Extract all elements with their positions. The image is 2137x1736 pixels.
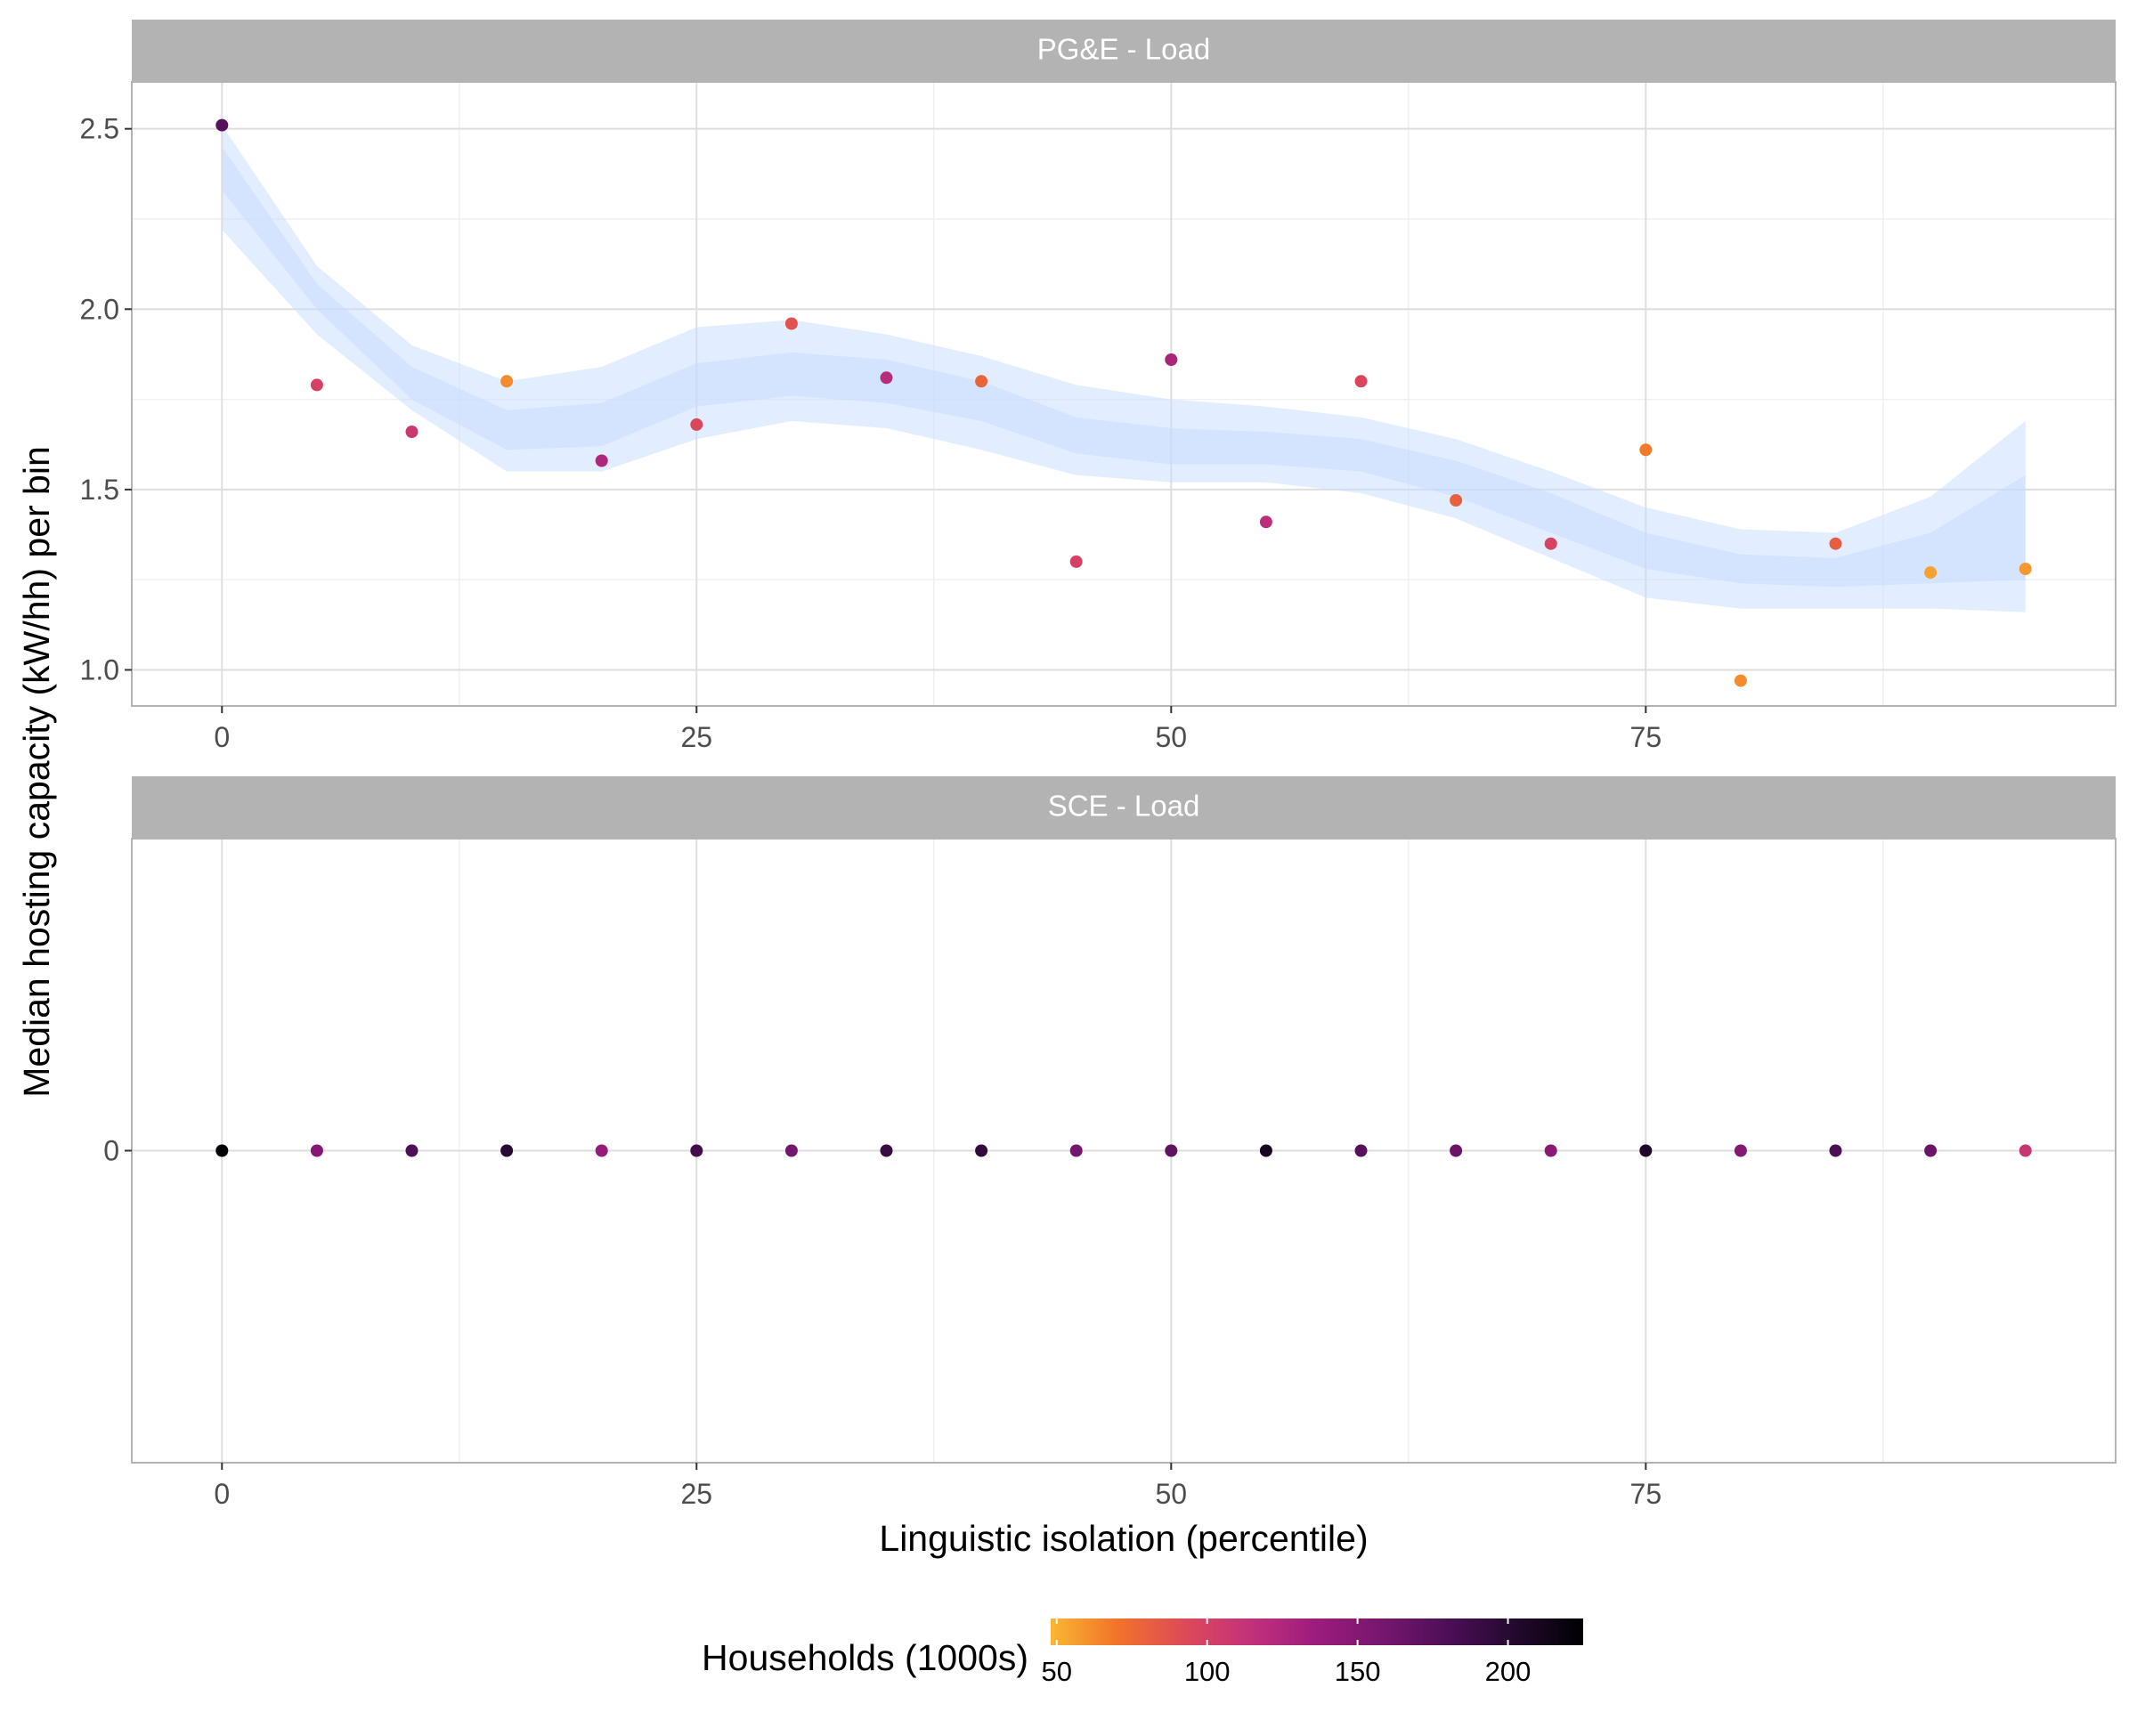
- data-point: [310, 1144, 323, 1157]
- data-point: [1165, 1144, 1178, 1157]
- data-point: [1734, 1144, 1747, 1157]
- x-tick-label: 0: [214, 721, 230, 753]
- colorbar-tick-label: 150: [1335, 1656, 1381, 1687]
- y-tick-label: 1.0: [80, 653, 119, 685]
- strip-label: SCE - Load: [1048, 790, 1200, 823]
- data-point: [1259, 515, 1272, 529]
- colorbar: [1051, 1618, 1583, 1645]
- data-point: [1165, 353, 1178, 366]
- panel-border: [131, 81, 2117, 707]
- x-axis-ticks: 0 25 50 75: [214, 1463, 1662, 1510]
- strip-background: [132, 20, 2116, 82]
- strip-label: PG&E - Load: [1037, 33, 1210, 66]
- colorbar-ticks: 50 100 150 200: [1042, 1618, 1532, 1687]
- data-point: [405, 426, 418, 438]
- y-tick-label: 1.5: [80, 474, 119, 506]
- y-axis-ticks: 0: [103, 1135, 132, 1167]
- smooth-bands: [222, 125, 2026, 612]
- y-tick-label: 0: [103, 1135, 119, 1167]
- data-point: [1544, 537, 1557, 550]
- data-point: [500, 1144, 514, 1157]
- data-point: [1450, 1144, 1463, 1157]
- data-point: [1069, 555, 1083, 568]
- colorbar-tick-label: 50: [1042, 1656, 1072, 1687]
- panel-pge-load: PG&E - Load 1.0 1.5 2.0 2.5 0 25 50 75: [80, 20, 2117, 753]
- x-axis-ticks: 0 25 50 75: [214, 706, 1662, 753]
- data-point: [880, 1144, 893, 1157]
- colorbar-tick-label: 100: [1184, 1656, 1231, 1687]
- data-point: [2019, 563, 2032, 575]
- data-point: [1544, 1144, 1557, 1157]
- colorbar-tick-label: 200: [1485, 1656, 1532, 1687]
- data-point: [1924, 1144, 1938, 1157]
- confidence-band-outer: [222, 125, 2026, 612]
- x-tick-label: 25: [680, 721, 712, 753]
- data-point: [1829, 1144, 1842, 1157]
- data-point: [595, 454, 608, 467]
- data-point: [1924, 566, 1938, 580]
- data-points: [215, 1144, 2032, 1157]
- major-gridlines: [132, 839, 2116, 1463]
- data-point: [690, 418, 703, 431]
- panel-sce-load: SCE - Load 0 0 25 50 75: [103, 776, 2117, 1510]
- data-point: [690, 1144, 703, 1157]
- data-point: [1450, 494, 1463, 507]
- data-point: [500, 375, 514, 388]
- data-point: [215, 118, 229, 132]
- x-tick-label: 50: [1156, 1478, 1188, 1510]
- data-point: [405, 1144, 418, 1157]
- major-gridlines: [132, 82, 2116, 706]
- data-point: [215, 1144, 229, 1157]
- data-point: [1069, 1144, 1083, 1157]
- y-tick-label: 2.0: [80, 293, 119, 325]
- data-point: [1354, 375, 1368, 388]
- data-point: [595, 1144, 608, 1157]
- strip-background: [132, 776, 2116, 839]
- data-point: [1734, 674, 1747, 687]
- data-point: [784, 317, 798, 330]
- x-tick-label: 50: [1156, 721, 1188, 753]
- y-axis-title: Median hosting capacity (kW/hh) per bin: [16, 446, 57, 1098]
- confidence-band-inner: [222, 146, 2026, 588]
- data-point: [1829, 537, 1842, 550]
- x-tick-label: 0: [214, 1478, 230, 1510]
- data-point: [1639, 1144, 1653, 1157]
- legend-title: Households (1000s): [702, 1637, 1028, 1678]
- data-point: [1354, 1144, 1368, 1157]
- color-legend: Households (1000s) 50 100 150 200: [702, 1618, 1583, 1687]
- x-axis-title: Linguistic isolation (percentile): [879, 1518, 1368, 1559]
- y-axis-ticks: 1.0 1.5 2.0 2.5: [80, 113, 132, 685]
- x-tick-label: 75: [1630, 721, 1662, 753]
- data-point: [310, 378, 323, 392]
- data-point: [2019, 1144, 2032, 1157]
- data-point: [784, 1144, 798, 1157]
- data-point: [1259, 1144, 1272, 1157]
- x-tick-label: 25: [680, 1478, 712, 1510]
- data-point: [1639, 443, 1653, 457]
- data-point: [975, 375, 988, 388]
- data-point: [975, 1144, 988, 1157]
- x-tick-label: 75: [1630, 1478, 1662, 1510]
- data-point: [880, 371, 893, 385]
- y-tick-label: 2.5: [80, 113, 119, 145]
- data-points: [215, 118, 2032, 687]
